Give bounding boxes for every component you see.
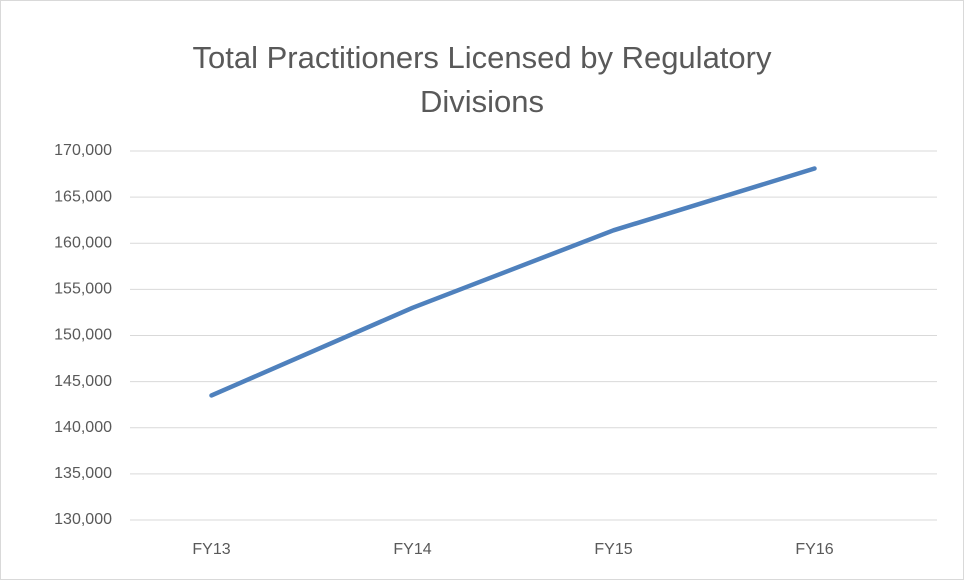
x-tick-label: FY15 [594,541,632,558]
chart-title: Total Practitioners Licensed by Regulato… [192,40,772,119]
y-tick-label: 150,000 [54,327,112,344]
y-tick-label: 140,000 [54,419,112,436]
y-tick-label: 130,000 [54,511,112,528]
y-tick-label: 165,000 [54,188,112,205]
x-tick-label: FY13 [192,541,230,558]
x-tick-label: FY16 [795,541,833,558]
y-tick-label: 135,000 [54,465,112,482]
x-tick-label: FY14 [393,541,431,558]
data-line [209,166,817,398]
y-tick-label: 160,000 [54,234,112,251]
y-tick-label: 155,000 [54,281,112,298]
y-tick-label: 145,000 [54,373,112,390]
y-tick-label: 170,000 [54,142,112,159]
